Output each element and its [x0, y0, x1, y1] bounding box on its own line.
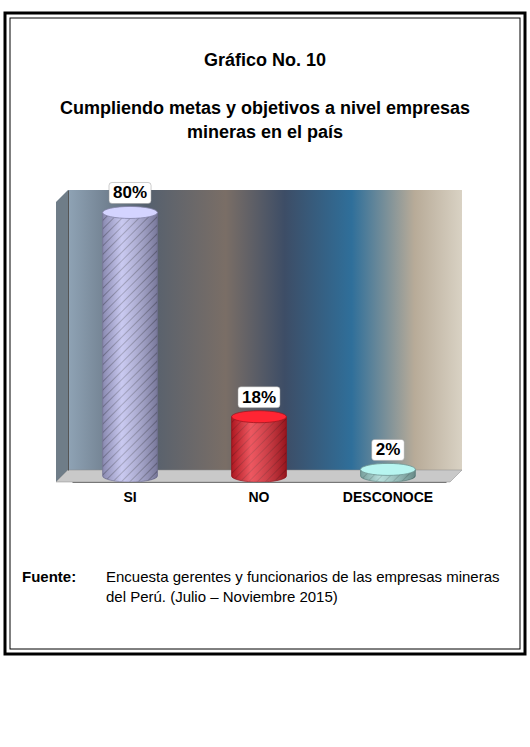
data-label: 18% [242, 388, 276, 407]
side-wall [56, 190, 68, 482]
x-tick-label: DESCONOCE [343, 489, 433, 505]
bar-body [103, 212, 158, 482]
marks [103, 206, 416, 482]
y-axis-line [68, 191, 69, 471]
chart-svg: Gráfico No. 10 Cumpliendo metas y objetiv… [0, 0, 530, 747]
data-label-bg [109, 182, 151, 203]
data-labels: 80% 18% 2% [109, 182, 404, 460]
bar-top [232, 411, 287, 423]
bar-shade [103, 212, 158, 482]
data-label: 2% [376, 440, 401, 459]
x-tick-label: SI [123, 489, 136, 505]
subtitle: Cumpliendo metas y objetivos a nivel emp… [60, 98, 470, 142]
data-label-bg [372, 439, 405, 460]
x-axis-line [73, 482, 447, 483]
source-label: Fuente: [22, 568, 76, 585]
x-axis: SI NO DESCONOCE [73, 482, 447, 505]
bar [232, 411, 287, 482]
bar-body [232, 417, 287, 482]
x-tick-label: NO [249, 489, 270, 505]
source-text: Encuesta gerentes y funcionarios de las … [106, 568, 500, 605]
y-axis [68, 191, 69, 471]
bar-top [361, 463, 416, 475]
inner-frame [10, 18, 520, 649]
outer-frame [5, 13, 525, 654]
data-label: 80% [113, 183, 147, 202]
x-tick: SI [123, 482, 136, 505]
bar-shade [232, 417, 287, 482]
data-label-bg [238, 387, 280, 408]
x-tick: NO [249, 482, 270, 505]
bar [361, 463, 416, 482]
bar-top [103, 206, 158, 218]
title: Gráfico No. 10 [204, 50, 326, 70]
bar [103, 206, 158, 482]
x-tick: DESCONOCE [343, 482, 433, 505]
